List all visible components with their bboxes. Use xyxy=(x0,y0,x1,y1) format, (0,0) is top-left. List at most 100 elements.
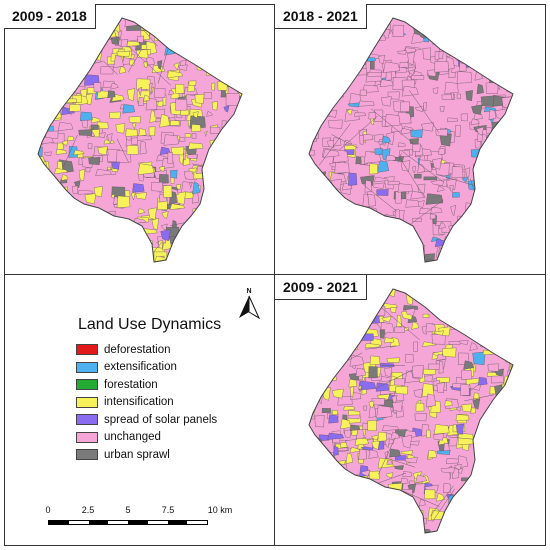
land-parcel xyxy=(465,238,480,245)
land-parcel xyxy=(207,35,217,44)
land-parcel xyxy=(343,474,354,481)
land-parcel xyxy=(348,315,364,323)
land-parcel xyxy=(115,123,126,134)
land-parcel xyxy=(38,226,44,235)
land-parcel xyxy=(354,67,368,76)
land-parcel xyxy=(460,113,468,122)
land-parcel xyxy=(472,398,481,410)
land-parcel xyxy=(480,195,494,208)
land-parcel xyxy=(496,317,506,331)
land-parcel xyxy=(320,216,332,225)
land-parcel xyxy=(354,242,366,250)
land-parcel xyxy=(44,151,52,157)
road-line xyxy=(464,394,494,402)
land-parcel xyxy=(480,336,493,348)
land-parcel xyxy=(77,190,94,195)
road-line xyxy=(370,108,415,145)
land-parcel xyxy=(514,445,530,457)
land-parcel xyxy=(212,231,226,240)
land-parcel xyxy=(157,60,163,70)
land-parcel xyxy=(375,22,384,29)
land-parcel xyxy=(223,40,235,49)
land-parcel xyxy=(399,61,409,68)
land-parcel xyxy=(318,239,331,253)
land-parcel xyxy=(132,183,145,193)
land-parcel xyxy=(476,18,487,24)
land-parcel xyxy=(176,241,182,250)
land-parcel xyxy=(188,142,204,150)
land-parcel xyxy=(170,169,178,179)
land-parcel xyxy=(425,193,444,205)
land-parcel xyxy=(418,499,426,507)
land-parcel xyxy=(512,478,513,487)
land-parcel xyxy=(436,382,445,394)
land-parcel xyxy=(488,451,501,464)
land-parcel xyxy=(196,249,203,262)
land-parcel xyxy=(333,446,339,456)
land-parcel xyxy=(373,241,391,247)
land-parcel xyxy=(230,72,240,77)
land-parcel xyxy=(484,508,496,518)
land-parcel xyxy=(325,470,338,479)
land-parcel xyxy=(414,105,425,112)
land-parcel xyxy=(344,337,353,346)
land-parcel xyxy=(188,80,197,86)
land-parcel xyxy=(331,388,344,399)
land-parcel xyxy=(336,331,349,340)
land-parcel xyxy=(53,72,60,83)
land-parcel xyxy=(424,489,436,500)
land-parcel xyxy=(225,141,242,148)
land-parcel xyxy=(464,202,473,216)
land-parcel xyxy=(488,166,500,173)
land-parcel xyxy=(321,475,336,485)
land-parcel xyxy=(493,404,505,409)
land-parcel xyxy=(46,106,62,120)
land-parcel xyxy=(475,27,485,38)
land-parcel xyxy=(485,250,493,262)
scale-tick-label: 5 xyxy=(125,505,131,515)
land-parcel xyxy=(438,360,444,374)
land-parcel xyxy=(482,315,488,326)
land-parcel xyxy=(313,311,328,317)
land-parcel xyxy=(432,433,444,441)
land-parcel xyxy=(312,36,318,51)
land-parcel xyxy=(113,232,121,243)
land-parcel xyxy=(514,157,528,171)
land-parcel xyxy=(102,18,107,29)
land-parcel xyxy=(210,45,216,50)
land-parcel xyxy=(436,492,445,502)
land-parcel xyxy=(478,454,488,463)
panel-2018-2021: 2018 - 2021 xyxy=(275,4,546,275)
land-parcel xyxy=(416,18,431,26)
land-parcel xyxy=(142,18,156,25)
land-parcel xyxy=(459,263,467,267)
land-parcel xyxy=(243,116,251,122)
land-parcel xyxy=(167,18,175,23)
road-line xyxy=(363,39,373,49)
land-parcel xyxy=(355,309,366,316)
land-parcel xyxy=(444,33,459,45)
land-parcel xyxy=(464,298,474,307)
land-parcel xyxy=(314,474,331,485)
land-parcel xyxy=(57,39,67,45)
land-parcel xyxy=(478,290,484,299)
land-parcel xyxy=(175,98,188,111)
land-parcel xyxy=(45,198,60,206)
land-parcel xyxy=(398,527,415,533)
land-parcel xyxy=(373,176,389,183)
land-parcel xyxy=(360,469,371,477)
land-parcel xyxy=(505,434,513,446)
land-parcel xyxy=(475,210,490,220)
land-parcel xyxy=(143,94,150,102)
land-parcel xyxy=(391,242,406,250)
land-parcel xyxy=(309,85,321,92)
panel-2009-2018: 2009 - 2018 xyxy=(4,4,275,275)
land-parcel xyxy=(239,232,242,243)
land-parcel xyxy=(371,434,379,441)
legend-item-solar-panels: spread of solar panels xyxy=(76,411,217,429)
land-parcel xyxy=(500,20,513,32)
land-parcel xyxy=(367,72,382,77)
road-line xyxy=(44,63,70,69)
land-parcel xyxy=(450,204,457,217)
land-parcel xyxy=(236,158,242,172)
